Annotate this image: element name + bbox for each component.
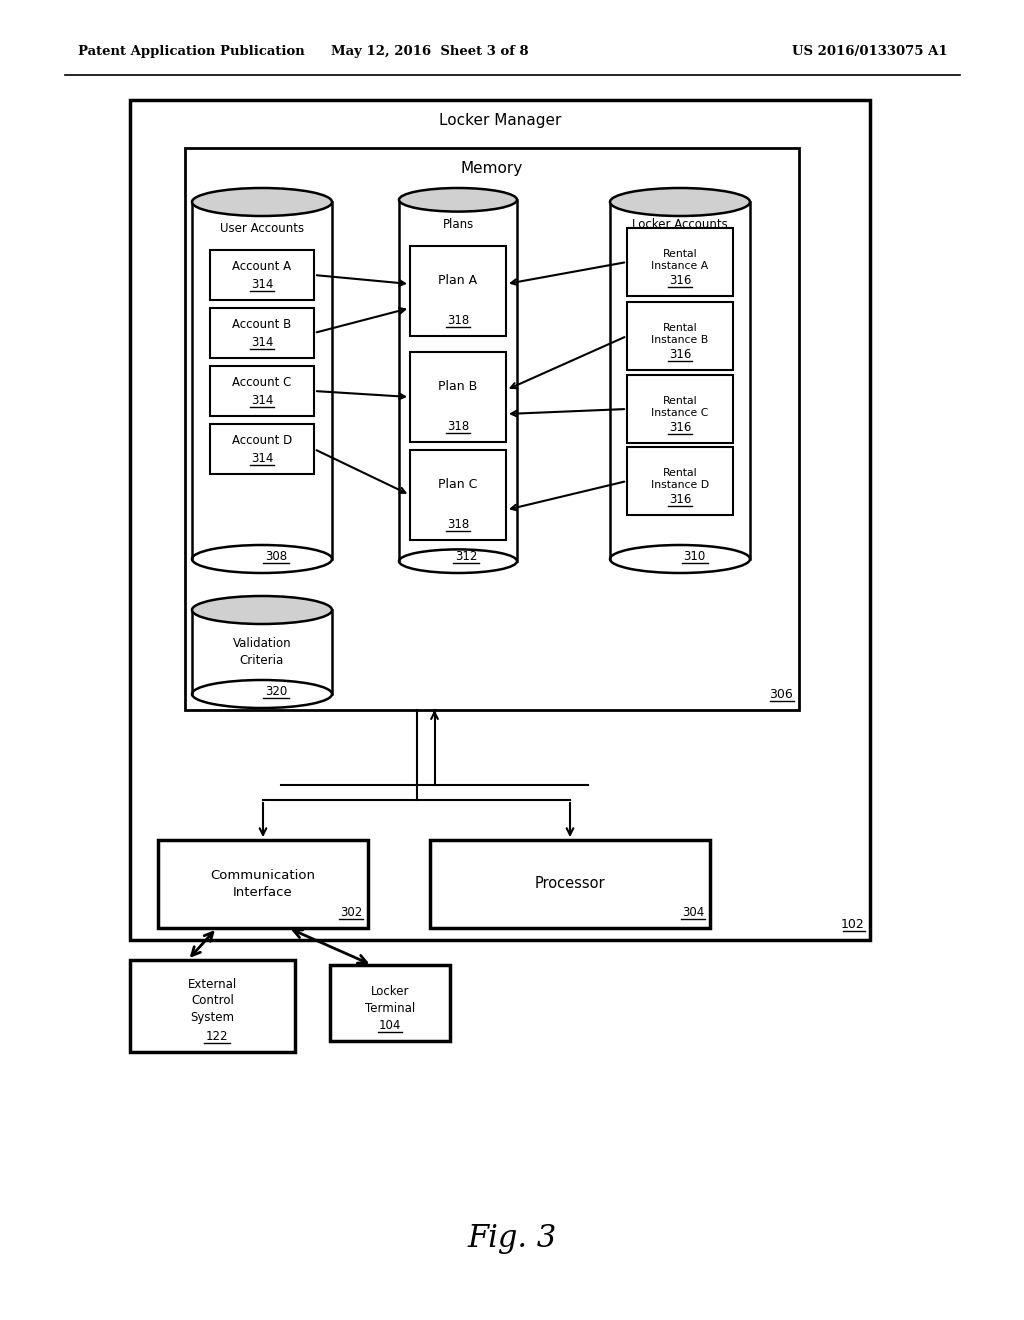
Text: 314: 314 [251,337,273,348]
Text: 316: 316 [669,492,691,506]
Text: Account D: Account D [231,434,292,447]
Bar [627,447,733,515]
Text: Plans: Plans [442,219,474,231]
Bar [130,100,870,940]
Text: 316: 316 [669,348,691,360]
Text: 302: 302 [340,906,362,919]
Ellipse shape [193,597,332,624]
Bar [130,960,295,1052]
Bar [185,148,799,710]
Text: Rental
Instance D: Rental Instance D [651,467,709,490]
Text: 314: 314 [251,279,273,290]
Text: Patent Application Publication: Patent Application Publication [78,45,305,58]
Text: Plan B: Plan B [438,380,477,393]
Text: 312: 312 [455,550,477,564]
Bar [193,610,332,694]
Text: Locker
Terminal: Locker Terminal [365,985,415,1015]
Bar [210,424,314,474]
Text: US 2016/0133075 A1: US 2016/0133075 A1 [793,45,948,58]
Text: 104: 104 [379,1019,401,1032]
Text: Account B: Account B [232,318,292,331]
Ellipse shape [399,187,517,211]
Bar [410,246,506,337]
Bar [399,199,517,561]
Ellipse shape [193,187,332,216]
Bar [158,840,368,928]
Text: Plan C: Plan C [438,479,477,491]
Bar [210,308,314,358]
Bar [410,450,506,540]
Bar [610,202,750,558]
Bar [330,965,450,1041]
Text: External
Control
System: External Control System [187,978,238,1024]
Text: 320: 320 [265,685,287,698]
Text: 306: 306 [769,688,793,701]
Bar [627,375,733,444]
Bar [193,202,332,558]
Text: Memory: Memory [461,161,523,176]
Text: 102: 102 [841,917,864,931]
Text: Rental
Instance C: Rental Instance C [651,396,709,418]
Text: Processor: Processor [535,876,605,891]
Text: 310: 310 [683,550,705,564]
Text: 318: 318 [446,420,469,433]
Text: Communication
Interface: Communication Interface [211,870,315,899]
Ellipse shape [610,187,750,216]
Bar [410,352,506,442]
Text: May 12, 2016  Sheet 3 of 8: May 12, 2016 Sheet 3 of 8 [331,45,528,58]
Text: 316: 316 [669,275,691,286]
Bar [210,249,314,300]
Text: 316: 316 [669,421,691,434]
Text: Fig. 3: Fig. 3 [467,1222,557,1254]
Text: Rental
Instance B: Rental Instance B [651,323,709,346]
Bar [430,840,710,928]
Text: Plan A: Plan A [438,275,477,288]
Text: 314: 314 [251,451,273,465]
Ellipse shape [399,549,517,573]
Ellipse shape [610,545,750,573]
Text: Account C: Account C [232,376,292,389]
Text: Rental
Instance A: Rental Instance A [651,248,709,271]
Bar [627,302,733,370]
Text: 308: 308 [265,550,287,564]
Ellipse shape [193,545,332,573]
Text: 318: 318 [446,517,469,531]
Text: Validation
Criteria: Validation Criteria [232,638,291,667]
Bar [210,366,314,416]
Text: Locker Manager: Locker Manager [439,112,561,128]
Bar [627,228,733,296]
Text: User Accounts: User Accounts [220,222,304,235]
Text: 122: 122 [205,1030,227,1043]
Ellipse shape [193,680,332,708]
Text: 304: 304 [682,906,705,919]
Text: Account A: Account A [232,260,292,273]
Text: 314: 314 [251,393,273,407]
Text: 318: 318 [446,314,469,327]
Text: Locker Accounts: Locker Accounts [632,219,728,231]
